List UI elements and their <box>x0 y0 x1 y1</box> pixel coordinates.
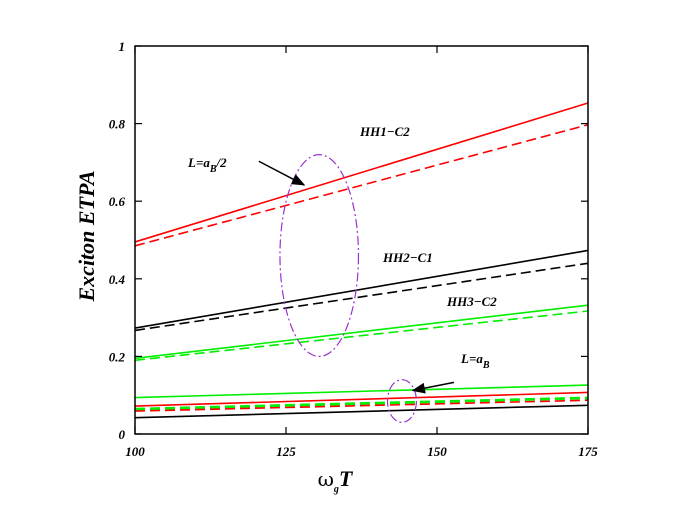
series-line-3 <box>134 249 589 329</box>
y-tick-label: 0.2 <box>109 349 126 364</box>
annotation-l-full: L=aB <box>460 351 490 371</box>
y-tick-label: 0.8 <box>109 117 126 132</box>
series-line-1 <box>134 102 589 243</box>
series-line-6 <box>134 310 589 362</box>
plot-frame <box>134 45 589 435</box>
x-tick-label: 150 <box>427 444 447 459</box>
annotation-l-full-prefix: L=a <box>460 351 483 366</box>
series-line-4 <box>134 262 589 332</box>
series-line-10 <box>134 399 589 412</box>
series-layer <box>134 102 589 419</box>
series-line-7 <box>134 384 589 399</box>
y-tick-label: 1 <box>119 39 126 54</box>
y-tick-label: 0.6 <box>109 194 126 209</box>
y-tick-label: 0.4 <box>109 272 126 287</box>
annotation-arrow-1 <box>258 160 306 186</box>
annotation-hh1-c2: HH1−C2 <box>359 124 410 139</box>
tick-layer: 100 125 150 175 0 0.2 0.4 0.6 0.8 1 <box>109 39 599 459</box>
series-line-8 <box>134 391 589 407</box>
annotation-l-half-sub: B <box>209 164 217 175</box>
x-tick-label: 125 <box>276 444 296 459</box>
series-line-2 <box>134 123 589 247</box>
series-line-11 <box>134 404 589 419</box>
ellipse-layer <box>279 154 418 423</box>
annotation-l-full-sub: B <box>482 360 490 371</box>
x-axis-label-sub: g <box>333 484 339 495</box>
annotation-hh3-c2: HH3−C2 <box>446 294 497 309</box>
x-tick-label: 100 <box>125 444 145 459</box>
annotation-l-half-suffix: /2 <box>216 155 228 170</box>
group-ellipse-2 <box>386 379 418 423</box>
annotation-arrow-2 <box>411 381 455 394</box>
series-line-5 <box>134 304 589 360</box>
x-tick-label: 175 <box>578 444 598 459</box>
x-axis-label-t: T <box>339 466 354 491</box>
group-ellipse-1 <box>279 154 360 358</box>
series-line-9 <box>134 396 589 411</box>
annotation-hh2-c1: HH2−C1 <box>382 250 433 265</box>
arrow-layer <box>258 160 455 394</box>
annotation-l-half-prefix: L=a <box>187 155 210 170</box>
x-axis-label-omega: ω <box>318 467 334 491</box>
y-axis-label: Exciton ETPA <box>74 171 99 303</box>
x-axis-label: ωgT <box>318 466 354 495</box>
annotation-l-half: L=aB/2 <box>187 155 227 175</box>
y-tick-label: 0 <box>119 427 126 442</box>
